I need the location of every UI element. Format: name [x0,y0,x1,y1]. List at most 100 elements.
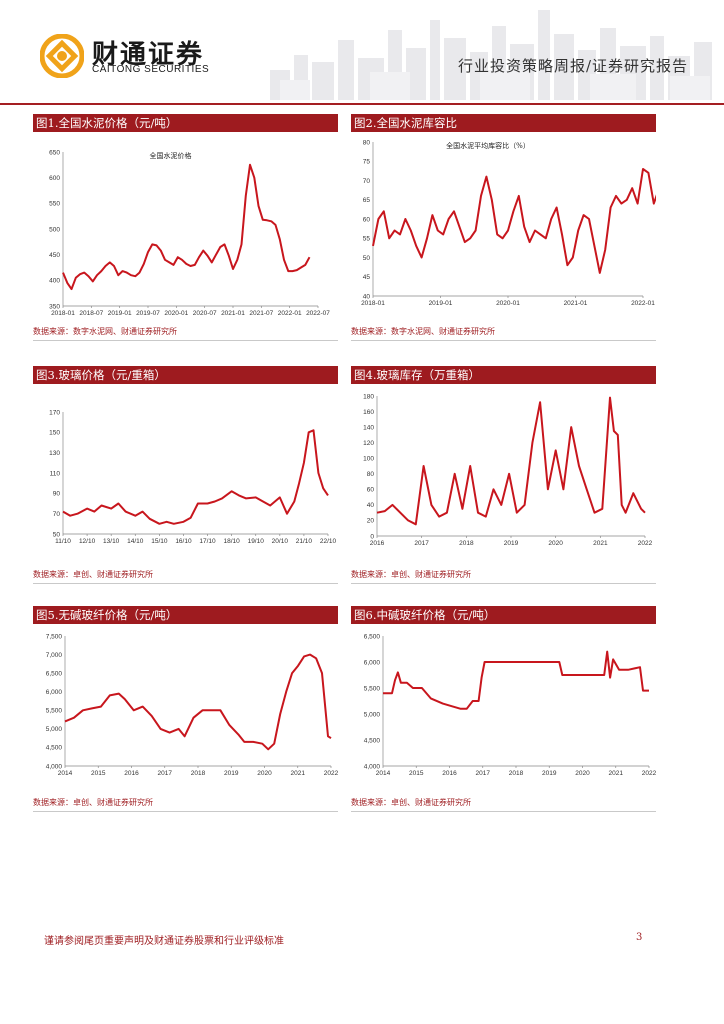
figure-divider [351,340,656,341]
x-tick-label: 2021-07 [249,310,273,317]
x-tick-label: 2019 [504,540,519,547]
x-tick-label: 2015 [91,770,106,777]
y-tick-label: 45 [363,274,371,281]
x-tick-label: 2019-07 [136,310,160,317]
x-tick-label: 2014 [376,770,391,777]
chart-inner-title: 全国水泥平均库容比（%） [446,141,530,150]
brand-name-cn: 财通证券 [92,40,205,70]
city-skyline-image [270,10,712,100]
y-tick-label: 40 [363,293,371,300]
figure-divider [33,811,338,812]
series-line [372,168,656,274]
y-tick-label: 60 [363,216,371,223]
x-tick-label: 2018-01 [361,300,385,307]
x-tick-label: 2019-01 [108,310,132,317]
page-header: 财通证券 CAITONG SECURITIES 行业投资策略周报/证券研究报告 [0,0,724,105]
figure-source: 数据来源：卓创、财通证券研究所 [351,798,471,807]
figure-title: 图5.无碱玻纤价格（元/吨） [33,606,338,624]
y-tick-label: 130 [49,450,60,457]
y-tick-label: 80 [363,139,371,146]
figure-source: 数据来源：卓创、财通证券研究所 [33,570,153,579]
x-tick-label: 2016 [370,540,385,547]
x-tick-label: 2018-01 [51,310,75,317]
x-tick-label: 2020-01 [496,300,520,307]
y-tick-label: 6,000 [364,659,381,666]
header-divider [0,103,724,105]
y-tick-label: 4,000 [364,763,381,770]
x-tick-label: 2019 [542,770,557,777]
caitong-logo [40,34,84,78]
x-tick-label: 2016 [442,770,457,777]
glass-price-chart: 50 70 90 110 130 150 170 11/10 12/10 13/10 14/10 15… [49,409,337,545]
figure-title: 图2.全国水泥库容比 [351,114,656,132]
y-tick-label: 110 [50,470,61,477]
y-tick-label: 4,500 [46,745,63,752]
page-number: 3 [636,932,643,943]
x-tick-label: 16/10 [175,538,192,545]
y-tick-label: 140 [363,424,374,431]
x-tick-label: 22/10 [320,538,337,545]
cement-inventory-ratio-chart: 40 45 50 55 60 65 70 75 80 2018-01 2019-01 2020-01 2… [361,139,656,307]
x-tick-label: 2022-01 [278,310,302,317]
x-tick-label: 2020 [575,770,590,777]
alkali-free-fiberglass-price-chart: 4,000 4,500 5,000 5,500 6,000 6,500 7,000 7,500… [46,633,338,777]
y-tick-label: 450 [49,252,60,259]
chart-inner-title: 全国水泥价格 [150,151,192,160]
x-tick-label: 17/10 [199,538,216,545]
x-tick-label: 2021 [609,770,624,777]
y-tick-label: 0 [370,533,374,540]
y-tick-label: 80 [367,471,375,478]
y-tick-label: 7,500 [46,633,63,640]
x-tick-label: 2021 [593,540,608,547]
y-tick-label: 50 [53,531,61,538]
medium-alkali-fiberglass-price-chart: 4,000 4,500 5,000 5,500 6,000 6,500 2014 2015 20… [364,633,656,777]
y-tick-label: 65 [363,197,371,204]
y-tick-label: 180 [363,393,374,400]
x-tick-label: 2019 [224,770,239,777]
y-tick-label: 55 [363,236,371,243]
figure-divider [33,340,338,341]
x-tick-label: 2018 [459,540,474,547]
figure-source: 数据来源：卓创、财通证券研究所 [351,570,471,579]
x-tick-label: 2017 [414,540,429,547]
figure-source: 数据来源：数字水泥网、财通证券研究所 [33,327,177,336]
x-tick-label: 2019-01 [429,300,453,307]
x-tick-label: 2018 [191,770,206,777]
x-tick-label: 2014 [58,770,73,777]
figure-title: 图3.玻璃价格（元/重箱） [33,366,338,384]
x-tick-label: 2020-01 [164,310,188,317]
y-tick-label: 60 [367,487,375,494]
y-tick-label: 4,500 [364,737,381,744]
y-tick-label: 4,000 [46,763,63,770]
x-tick-label: 18/10 [223,538,240,545]
y-tick-label: 5,000 [364,711,381,718]
x-tick-label: 2015 [409,770,424,777]
x-tick-label: 2021-01 [221,310,245,317]
x-tick-label: 2017 [476,770,491,777]
y-tick-label: 7,000 [46,652,63,659]
y-tick-label: 5,000 [46,726,63,733]
x-tick-label: 2018 [509,770,524,777]
x-tick-label: 2020-07 [193,310,217,317]
disclaimer-note: 谨请参阅尾页重要声明及财通证券股票和行业评级标准 [44,936,284,947]
y-tick-label: 500 [49,226,60,233]
y-tick-label: 400 [49,278,60,285]
y-tick-label: 70 [53,511,61,518]
y-tick-label: 350 [49,303,60,310]
y-tick-label: 6,500 [46,670,63,677]
figure-divider [351,811,656,812]
x-tick-label: 11/10 [55,538,71,545]
figure-title: 图1.全国水泥价格（元/吨） [33,114,338,132]
series-line [64,653,332,751]
y-tick-label: 90 [53,491,61,498]
figure-title: 图6.中碱玻纤价格（元/吨） [351,606,656,624]
x-tick-label: 2016 [124,770,139,777]
series-line [376,396,646,526]
x-tick-label: 13/10 [103,538,120,545]
y-tick-label: 75 [363,159,371,166]
x-tick-label: 2021-01 [564,300,588,307]
y-tick-label: 6,000 [46,689,63,696]
x-tick-label: 2017 [158,770,173,777]
series-line [62,429,329,525]
x-tick-label: 15/10 [151,538,168,545]
